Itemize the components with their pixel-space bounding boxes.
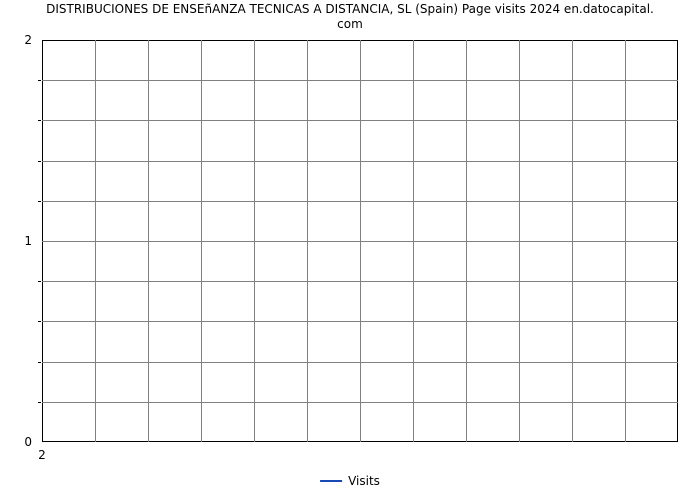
plot-area: 0122	[42, 40, 678, 442]
y-minor-tick	[38, 201, 41, 202]
chart-title-line2: com	[337, 17, 363, 31]
y-minor-tick	[38, 120, 41, 121]
grid-line-vertical	[201, 40, 202, 442]
x-tick-label: 2	[38, 442, 46, 462]
grid-line-vertical	[360, 40, 361, 442]
y-tick-label: 2	[24, 33, 42, 47]
y-minor-tick	[38, 321, 41, 322]
grid-line-vertical	[519, 40, 520, 442]
y-minor-tick	[38, 362, 41, 363]
legend: Visits	[320, 474, 380, 488]
chart-title-line1: DISTRIBUCIONES DE ENSEñANZA TECNICAS A D…	[46, 2, 654, 16]
y-minor-tick	[38, 80, 41, 81]
chart-container: DISTRIBUCIONES DE ENSEñANZA TECNICAS A D…	[0, 0, 700, 500]
y-minor-tick	[38, 161, 41, 162]
y-minor-tick	[38, 402, 41, 403]
y-tick-label: 1	[24, 234, 42, 248]
legend-label: Visits	[348, 474, 380, 488]
grid-line-vertical	[466, 40, 467, 442]
grid-line-vertical	[148, 40, 149, 442]
chart-title: DISTRIBUCIONES DE ENSEñANZA TECNICAS A D…	[0, 2, 700, 32]
grid-line-vertical	[625, 40, 626, 442]
grid-line-vertical	[95, 40, 96, 442]
legend-swatch	[320, 480, 342, 482]
grid-line-vertical	[254, 40, 255, 442]
grid-line-vertical	[572, 40, 573, 442]
y-minor-tick	[38, 281, 41, 282]
grid-line-vertical	[413, 40, 414, 442]
grid-line-vertical	[307, 40, 308, 442]
